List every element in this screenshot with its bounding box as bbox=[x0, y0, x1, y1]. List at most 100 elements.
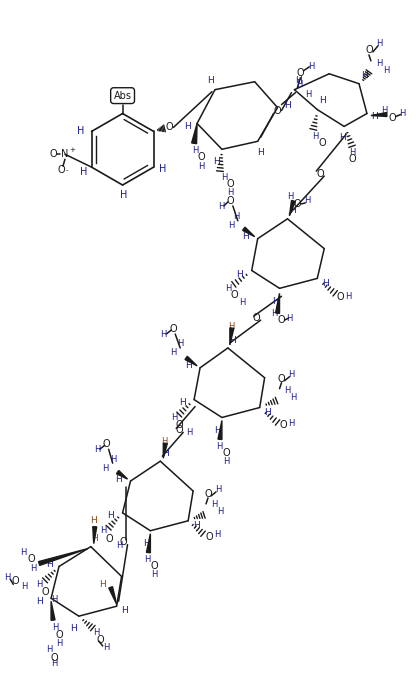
Polygon shape bbox=[117, 471, 127, 479]
Text: H: H bbox=[36, 580, 42, 589]
Text: H: H bbox=[143, 539, 150, 548]
Text: O: O bbox=[278, 315, 285, 325]
Text: H: H bbox=[296, 80, 303, 89]
Polygon shape bbox=[38, 549, 88, 565]
Polygon shape bbox=[51, 601, 55, 620]
Text: H: H bbox=[272, 297, 279, 306]
Text: H: H bbox=[77, 127, 84, 136]
Text: H: H bbox=[198, 161, 204, 171]
Text: H: H bbox=[144, 555, 150, 564]
Text: O: O bbox=[389, 114, 397, 123]
Text: H: H bbox=[94, 445, 101, 454]
Text: H: H bbox=[56, 639, 62, 648]
Text: H: H bbox=[229, 336, 236, 345]
Text: H: H bbox=[233, 212, 239, 221]
Polygon shape bbox=[185, 356, 197, 366]
Text: O: O bbox=[103, 439, 110, 449]
Text: H: H bbox=[20, 548, 26, 557]
Text: H: H bbox=[264, 408, 271, 417]
Text: H: H bbox=[287, 193, 293, 202]
Text: H: H bbox=[110, 455, 117, 464]
Polygon shape bbox=[230, 328, 234, 345]
Text: H: H bbox=[71, 624, 77, 633]
Text: H: H bbox=[240, 298, 246, 306]
Text: H: H bbox=[349, 148, 355, 157]
Text: O: O bbox=[106, 534, 113, 543]
Text: H: H bbox=[288, 419, 295, 428]
Polygon shape bbox=[93, 526, 97, 543]
Text: O: O bbox=[55, 630, 63, 640]
Text: O: O bbox=[230, 290, 238, 300]
Text: H: H bbox=[295, 76, 302, 85]
Text: H: H bbox=[100, 526, 107, 535]
Text: O: O bbox=[278, 374, 285, 384]
Text: H: H bbox=[322, 279, 329, 288]
Text: H: H bbox=[162, 449, 169, 458]
Text: H: H bbox=[36, 597, 43, 606]
Text: O: O bbox=[319, 138, 326, 148]
Text: H: H bbox=[304, 196, 311, 206]
Text: H: H bbox=[284, 386, 291, 395]
Text: H: H bbox=[223, 457, 229, 466]
Text: O: O bbox=[49, 149, 57, 159]
Text: H: H bbox=[257, 148, 264, 157]
Text: H: H bbox=[4, 573, 10, 582]
Text: H: H bbox=[192, 146, 198, 155]
Text: H: H bbox=[80, 167, 87, 177]
Text: H: H bbox=[186, 428, 192, 437]
Text: H: H bbox=[170, 349, 176, 358]
Text: H: H bbox=[121, 605, 128, 615]
Polygon shape bbox=[275, 294, 280, 313]
Text: H: H bbox=[215, 486, 221, 494]
Text: O: O bbox=[197, 153, 205, 162]
Text: H: H bbox=[289, 206, 296, 215]
Text: O: O bbox=[120, 537, 127, 547]
Text: H: H bbox=[228, 221, 234, 230]
Text: O: O bbox=[226, 179, 234, 189]
Text: H: H bbox=[99, 580, 106, 589]
Text: H: H bbox=[221, 172, 227, 182]
Text: H: H bbox=[286, 314, 293, 323]
Text: H: H bbox=[211, 501, 217, 509]
Text: O: O bbox=[297, 68, 304, 78]
Text: N: N bbox=[61, 149, 69, 159]
Text: +: + bbox=[69, 147, 75, 153]
Text: O: O bbox=[316, 169, 324, 179]
Text: H: H bbox=[193, 521, 199, 530]
Text: H: H bbox=[216, 442, 222, 451]
Text: O: O bbox=[293, 199, 301, 209]
Text: H: H bbox=[184, 122, 191, 131]
Text: H: H bbox=[185, 362, 191, 370]
Polygon shape bbox=[218, 420, 222, 439]
Text: O: O bbox=[365, 45, 373, 55]
Text: H: H bbox=[102, 464, 109, 473]
Text: H: H bbox=[214, 157, 220, 165]
Text: H: H bbox=[104, 644, 110, 652]
Text: O: O bbox=[176, 426, 183, 435]
Text: H: H bbox=[376, 59, 382, 68]
Text: O: O bbox=[222, 448, 230, 458]
Text: H: H bbox=[30, 564, 36, 573]
Text: H: H bbox=[46, 560, 52, 569]
Polygon shape bbox=[191, 123, 197, 144]
Text: H: H bbox=[228, 321, 234, 330]
Text: H: H bbox=[159, 164, 166, 174]
Text: H: H bbox=[218, 202, 224, 211]
Text: H: H bbox=[21, 582, 28, 591]
Text: H: H bbox=[51, 595, 57, 604]
Text: H: H bbox=[400, 109, 406, 118]
Text: Abs: Abs bbox=[114, 91, 132, 101]
Text: H: H bbox=[319, 96, 326, 105]
Text: O: O bbox=[27, 554, 35, 564]
Text: H: H bbox=[177, 339, 184, 349]
Text: H: H bbox=[214, 530, 220, 539]
Text: H: H bbox=[214, 426, 221, 435]
Text: O: O bbox=[169, 324, 177, 334]
Text: H: H bbox=[151, 570, 158, 579]
Text: H: H bbox=[161, 437, 168, 446]
Text: -: - bbox=[66, 167, 68, 173]
Text: H: H bbox=[227, 189, 233, 197]
Text: H: H bbox=[94, 628, 100, 637]
Text: H: H bbox=[115, 475, 122, 484]
Text: O: O bbox=[226, 196, 234, 206]
